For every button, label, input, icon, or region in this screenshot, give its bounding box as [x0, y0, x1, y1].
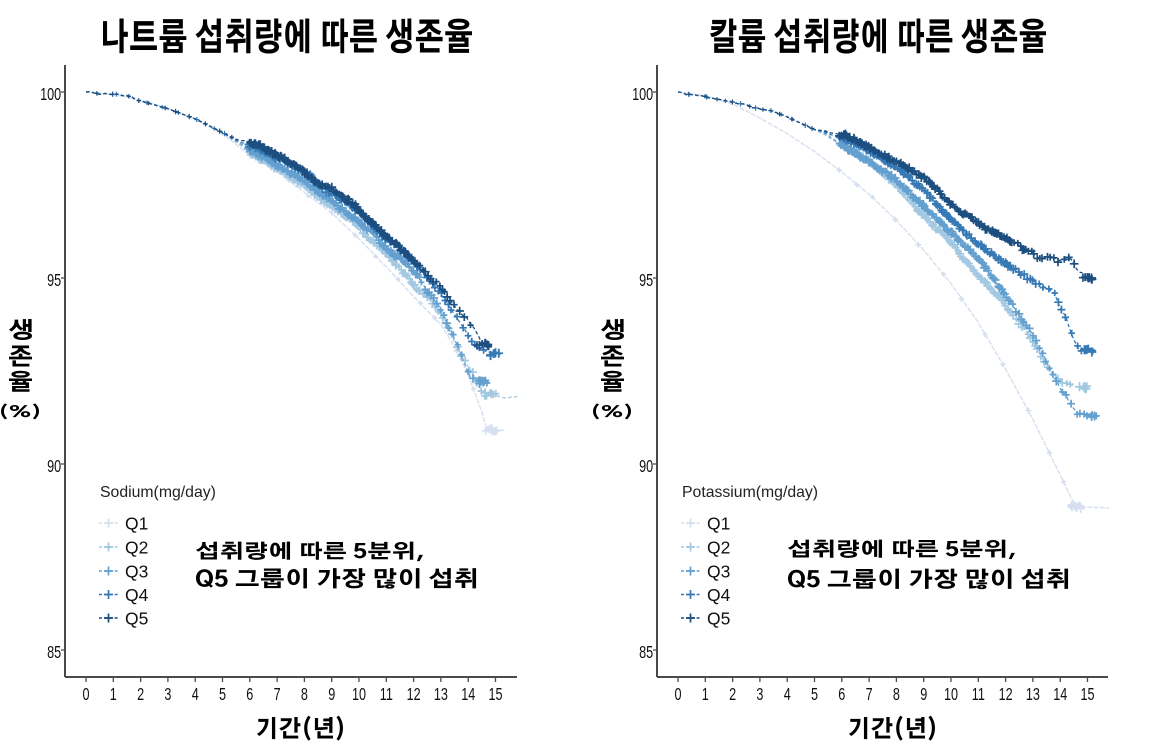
svg-text:7: 7: [274, 685, 281, 704]
svg-text:Potassium(mg/day): Potassium(mg/day): [682, 484, 818, 501]
svg-text:95: 95: [47, 271, 61, 290]
svg-text:12: 12: [999, 685, 1013, 704]
svg-text:5: 5: [219, 685, 226, 704]
svg-text:15: 15: [488, 685, 502, 704]
svg-text:Q4: Q4: [707, 585, 731, 605]
svg-text:100: 100: [40, 85, 61, 104]
svg-text:12: 12: [407, 685, 421, 704]
svg-text:Q1: Q1: [707, 514, 730, 534]
svg-text:90: 90: [639, 457, 653, 476]
svg-text:15: 15: [1080, 685, 1094, 704]
svg-text:Q2: Q2: [125, 538, 148, 558]
svg-text:95: 95: [639, 271, 653, 290]
svg-text:5: 5: [811, 685, 818, 704]
svg-text:7: 7: [866, 685, 873, 704]
svg-text:85: 85: [639, 643, 653, 662]
svg-text:Q1: Q1: [125, 514, 148, 534]
svg-text:0: 0: [82, 685, 89, 704]
svg-text:13: 13: [1026, 685, 1040, 704]
svg-text:0: 0: [674, 685, 681, 704]
svg-text:10: 10: [352, 685, 366, 704]
svg-text:1: 1: [702, 685, 709, 704]
svg-text:4: 4: [784, 685, 791, 704]
svg-text:6: 6: [838, 685, 845, 704]
svg-text:3: 3: [756, 685, 763, 704]
svg-text:Q3: Q3: [707, 562, 730, 582]
svg-text:Q5: Q5: [707, 609, 730, 629]
svg-text:14: 14: [461, 685, 475, 704]
svg-text:9: 9: [328, 685, 335, 704]
svg-text:2: 2: [729, 685, 736, 704]
svg-text:3: 3: [164, 685, 171, 704]
svg-text:8: 8: [301, 685, 308, 704]
svg-text:Q3: Q3: [125, 562, 148, 582]
svg-text:13: 13: [434, 685, 448, 704]
svg-text:1: 1: [110, 685, 117, 704]
svg-text:2: 2: [137, 685, 144, 704]
svg-text:6: 6: [246, 685, 253, 704]
svg-text:100: 100: [632, 85, 653, 104]
svg-text:14: 14: [1053, 685, 1067, 704]
svg-text:Q5: Q5: [125, 609, 148, 629]
svg-text:11: 11: [972, 685, 985, 704]
svg-text:Q4: Q4: [125, 585, 149, 605]
svg-text:4: 4: [192, 685, 199, 704]
svg-text:85: 85: [47, 643, 61, 662]
svg-text:Sodium(mg/day): Sodium(mg/day): [100, 484, 216, 501]
svg-text:10: 10: [944, 685, 958, 704]
svg-text:11: 11: [380, 685, 393, 704]
svg-text:8: 8: [893, 685, 900, 704]
svg-text:90: 90: [47, 457, 61, 476]
svg-text:Q2: Q2: [707, 538, 730, 558]
svg-text:9: 9: [920, 685, 927, 704]
